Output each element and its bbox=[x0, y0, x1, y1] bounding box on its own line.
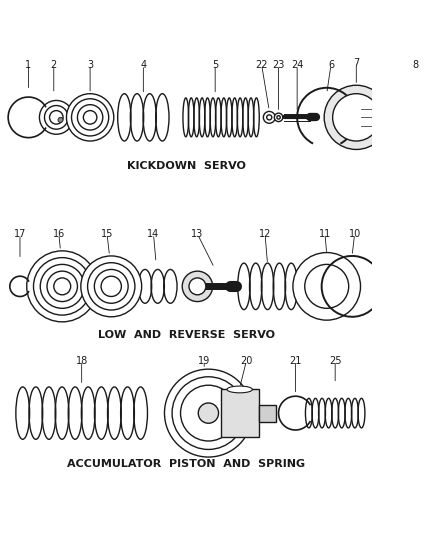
Circle shape bbox=[81, 256, 141, 317]
Circle shape bbox=[198, 403, 219, 423]
Circle shape bbox=[49, 110, 63, 124]
Circle shape bbox=[78, 104, 103, 130]
FancyBboxPatch shape bbox=[392, 94, 420, 141]
Circle shape bbox=[94, 270, 128, 303]
Circle shape bbox=[27, 251, 98, 322]
Circle shape bbox=[332, 94, 380, 141]
Circle shape bbox=[54, 278, 71, 295]
Circle shape bbox=[172, 377, 245, 449]
Circle shape bbox=[274, 113, 283, 122]
Circle shape bbox=[180, 385, 237, 441]
Text: 10: 10 bbox=[349, 229, 361, 239]
Circle shape bbox=[88, 263, 135, 310]
Circle shape bbox=[40, 264, 84, 308]
FancyBboxPatch shape bbox=[360, 102, 386, 133]
Circle shape bbox=[182, 271, 212, 302]
Circle shape bbox=[58, 117, 63, 123]
Text: LOW  AND  REVERSE  SERVO: LOW AND REVERSE SERVO bbox=[98, 330, 275, 341]
Text: 19: 19 bbox=[198, 356, 210, 366]
Circle shape bbox=[45, 106, 68, 129]
Text: ACCUMULATOR  PISTON  AND  SPRING: ACCUMULATOR PISTON AND SPRING bbox=[67, 459, 306, 469]
Text: 6: 6 bbox=[328, 60, 334, 70]
Text: 24: 24 bbox=[291, 60, 304, 70]
Circle shape bbox=[263, 111, 275, 123]
Text: 4: 4 bbox=[140, 60, 146, 70]
Text: 3: 3 bbox=[87, 60, 93, 70]
Text: 11: 11 bbox=[319, 229, 331, 239]
Circle shape bbox=[101, 276, 121, 296]
Circle shape bbox=[324, 85, 389, 149]
Circle shape bbox=[83, 110, 97, 124]
Text: 16: 16 bbox=[53, 229, 65, 239]
Text: 13: 13 bbox=[191, 229, 204, 239]
Circle shape bbox=[305, 264, 349, 308]
Text: 18: 18 bbox=[75, 356, 88, 366]
Text: 20: 20 bbox=[240, 356, 253, 366]
Circle shape bbox=[293, 253, 360, 320]
Text: 21: 21 bbox=[289, 356, 302, 366]
Circle shape bbox=[393, 104, 420, 131]
Text: 22: 22 bbox=[255, 60, 268, 70]
Circle shape bbox=[165, 369, 252, 457]
Text: 5: 5 bbox=[212, 60, 218, 70]
Circle shape bbox=[267, 115, 272, 120]
Circle shape bbox=[189, 278, 206, 295]
Circle shape bbox=[71, 99, 109, 136]
Text: 8: 8 bbox=[413, 60, 418, 70]
Ellipse shape bbox=[227, 386, 252, 393]
Circle shape bbox=[47, 271, 78, 302]
FancyBboxPatch shape bbox=[221, 390, 259, 437]
Text: 1: 1 bbox=[25, 60, 32, 70]
Text: 7: 7 bbox=[353, 58, 360, 68]
Text: 14: 14 bbox=[147, 229, 159, 239]
Circle shape bbox=[277, 116, 280, 119]
Text: 15: 15 bbox=[101, 229, 113, 239]
Text: 17: 17 bbox=[14, 229, 26, 239]
FancyBboxPatch shape bbox=[259, 405, 276, 422]
Text: 23: 23 bbox=[272, 60, 285, 70]
Circle shape bbox=[39, 100, 73, 134]
Text: 12: 12 bbox=[259, 229, 271, 239]
Circle shape bbox=[33, 257, 91, 315]
Text: KICKDOWN  SERVO: KICKDOWN SERVO bbox=[127, 161, 246, 172]
Text: 25: 25 bbox=[329, 356, 341, 366]
Circle shape bbox=[67, 94, 114, 141]
Text: 2: 2 bbox=[51, 60, 57, 70]
